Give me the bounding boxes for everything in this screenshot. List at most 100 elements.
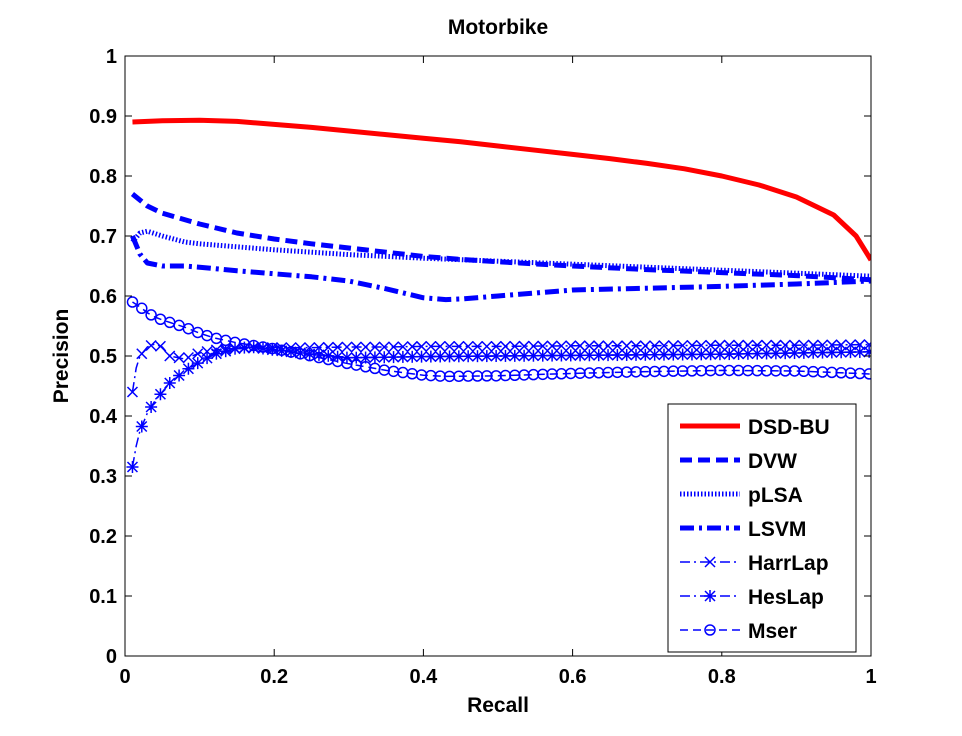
legend-entry: DSD-BU — [680, 416, 830, 439]
y-tick-label: 0.9 — [89, 106, 117, 128]
series-marker — [164, 350, 176, 362]
series-marker — [471, 350, 484, 363]
series-marker — [667, 340, 679, 352]
series-marker — [397, 341, 409, 353]
series-marker — [751, 339, 763, 351]
series-marker — [154, 388, 167, 401]
series-marker — [723, 339, 735, 351]
series-marker — [481, 340, 493, 352]
x-tick-label: 0 — [119, 666, 130, 688]
series-marker — [761, 339, 773, 351]
series-marker — [341, 341, 353, 353]
series-marker — [518, 340, 530, 352]
series-marker — [574, 340, 586, 352]
series-marker — [807, 346, 820, 359]
y-tick-label: 1 — [106, 46, 117, 68]
series-marker — [126, 461, 139, 473]
series-line — [130, 235, 871, 303]
series-marker — [145, 401, 158, 413]
series-marker — [555, 340, 567, 352]
series-marker — [639, 340, 651, 352]
series-layer — [126, 117, 871, 473]
y-tick-label: 0.6 — [89, 286, 117, 308]
legend-label: LSVM — [748, 518, 806, 541]
series-dsd-bu — [132, 117, 871, 262]
series-marker — [387, 351, 400, 364]
legend-entry: pLSA — [680, 484, 803, 507]
series-marker — [406, 350, 419, 363]
x-tick-label: 0.6 — [559, 666, 587, 688]
series-marker — [574, 349, 587, 362]
series-marker — [471, 340, 484, 352]
series-line — [132, 117, 871, 262]
series-marker — [406, 341, 418, 353]
series-marker — [480, 350, 493, 363]
series-marker — [173, 352, 185, 364]
legend-entry: LSVM — [680, 518, 806, 541]
series-marker — [732, 347, 745, 360]
series-marker — [350, 341, 362, 353]
legend-label: pLSA — [748, 484, 803, 507]
series-marker — [695, 339, 707, 351]
series-marker — [191, 357, 204, 370]
series-marker — [360, 341, 372, 353]
series-marker — [340, 351, 353, 364]
series-marker — [583, 340, 595, 352]
x-tick-label: 0.4 — [409, 666, 438, 688]
series-heslap — [126, 341, 871, 473]
legend-entry: DVW — [680, 450, 797, 473]
series-marker — [192, 348, 204, 360]
series-marker — [733, 339, 745, 351]
series-marker — [760, 347, 773, 360]
series-marker — [779, 339, 791, 351]
series-marker — [154, 340, 166, 352]
chart-title: Motorbike — [448, 16, 548, 39]
legend-marker — [704, 624, 716, 636]
series-marker — [835, 346, 848, 359]
series-marker — [490, 340, 502, 352]
series-marker — [126, 296, 139, 308]
series-marker — [705, 339, 717, 351]
series-marker — [509, 340, 521, 352]
series-marker — [378, 341, 390, 353]
legend-entry: HarrLap — [680, 552, 829, 575]
series-marker — [686, 339, 698, 351]
series-marker — [649, 340, 661, 352]
series-marker — [565, 340, 577, 352]
series-marker — [145, 339, 157, 352]
series-marker — [742, 339, 754, 351]
legend-entry: HesLap — [680, 586, 824, 609]
legend-label: HarrLap — [748, 552, 829, 575]
series-marker — [135, 420, 148, 433]
series-marker — [210, 347, 223, 360]
series-marker — [462, 340, 474, 352]
series-marker — [751, 347, 764, 360]
legend-marker — [704, 556, 716, 568]
series-marker — [677, 339, 689, 352]
series-marker — [173, 369, 186, 382]
series-marker — [322, 341, 334, 353]
y-tick-label: 0.1 — [89, 586, 117, 608]
series-marker — [863, 368, 871, 380]
series-marker — [658, 340, 670, 352]
y-tick-label: 0.8 — [89, 166, 117, 188]
series-marker — [648, 348, 661, 361]
series-marker — [714, 339, 726, 351]
y-tick-label: 0.5 — [89, 346, 117, 368]
series-line — [132, 301, 871, 378]
x-tick-label: 1 — [865, 666, 876, 688]
series-marker — [602, 340, 614, 352]
x-axis-label: Recall — [467, 694, 529, 717]
series-marker — [546, 340, 558, 352]
series-marker — [499, 340, 511, 352]
series-marker — [163, 377, 176, 389]
series-marker — [145, 309, 157, 321]
series-marker — [611, 340, 623, 352]
ticks-layer: 0 0.2 0.4 0.6 0.8 1 0 0.1 0.2 0.3 0.4 0.5 0.6 0.7 0.8 0… — [89, 46, 876, 688]
y-tick-label: 0.2 — [89, 526, 117, 548]
series-mser — [126, 296, 871, 383]
series-marker — [126, 386, 138, 398]
series-marker — [593, 340, 605, 352]
